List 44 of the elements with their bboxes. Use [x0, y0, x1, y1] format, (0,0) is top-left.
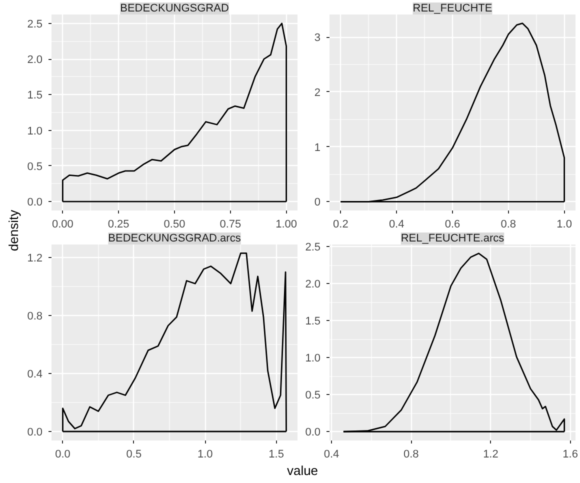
x-tick-label: 1.5	[268, 448, 284, 460]
y-tick-label: 3	[314, 32, 321, 44]
x-tick-label: 1.2	[483, 448, 498, 460]
y-tick-label: 1.5	[27, 90, 43, 102]
x-tick-label: 0.8	[500, 218, 516, 230]
y-tick-label: 0	[314, 196, 321, 209]
chart-title: BEDECKUNGSGRAD	[120, 2, 229, 14]
y-tick-label: 0.0	[27, 426, 43, 439]
x-tick-label: 1.00	[276, 218, 298, 230]
x-tick-label: 0.4	[388, 218, 404, 230]
y-tick-label: 1.0	[305, 352, 321, 365]
x-tick-label: 0.0	[55, 448, 70, 460]
y-tick-label: 2.5	[27, 18, 43, 30]
x-tick-label: 0.8	[403, 448, 419, 460]
x-tick-label: 0.4	[324, 448, 340, 460]
y-tick-label: 0.4	[27, 368, 43, 381]
x-tick-label: 0.50	[164, 218, 186, 230]
x-tick-label: 1.0	[556, 218, 572, 230]
x-tick-label: 1.6	[562, 448, 578, 460]
y-tick-label: 0.0	[305, 426, 321, 439]
x-tick-label: 0.25	[108, 218, 130, 230]
chart-title: REL_FEUCHTE.arcs	[400, 232, 505, 244]
y-tick-label: 2	[314, 86, 321, 99]
y-tick-label: 0.8	[27, 310, 43, 323]
x-axis-title: value	[286, 462, 318, 478]
chart-title: REL_FEUCHTE	[412, 2, 492, 14]
y-tick-label: 2.0	[305, 278, 321, 291]
y-tick-label: 1	[314, 142, 321, 154]
x-tick-label: 0.75	[220, 218, 242, 230]
y-tick-label: 1.0	[27, 125, 43, 138]
x-tick-label: 0.6	[444, 218, 460, 230]
chart-title: BEDECKUNGSGRAD.arcs	[108, 232, 242, 244]
y-tick-label: 1.2	[27, 252, 43, 265]
y-tick-label: 2.5	[305, 242, 321, 254]
y-tick-label: 2.0	[27, 54, 43, 66]
y-tick-label: 0.0	[27, 196, 43, 209]
x-tick-label: 0.00	[52, 218, 74, 230]
x-tick-label: 0.5	[126, 448, 142, 460]
x-tick-label: 0.2	[333, 218, 348, 230]
x-tick-label: 1.0	[197, 448, 213, 460]
y-axis-title: density	[6, 209, 22, 252]
y-tick-label: 0.5	[305, 390, 321, 402]
y-tick-label: 1.5	[305, 316, 321, 328]
y-tick-label: 0.5	[27, 160, 43, 173]
